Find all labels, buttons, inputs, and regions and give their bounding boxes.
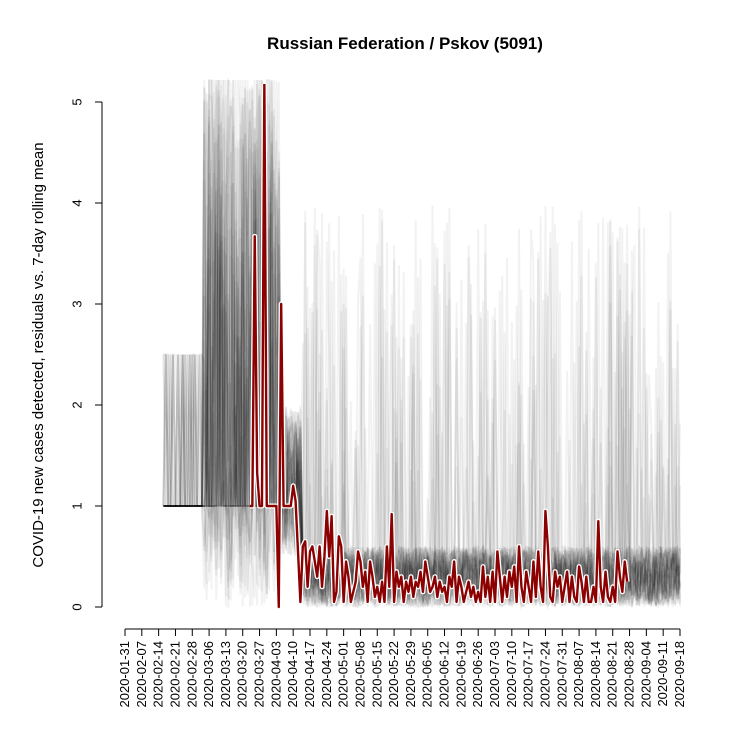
x-tick-label: 2020-04-17 [302, 641, 317, 708]
x-tick-label: 2020-02-07 [134, 641, 149, 708]
x-tick-label: 2020-08-07 [571, 641, 586, 708]
x-tick-label: 2020-02-21 [167, 641, 182, 708]
chart-title: Russian Federation / Pskov (5091) [267, 34, 543, 53]
x-tick-label: 2020-07-17 [521, 641, 536, 708]
background-series-line [163, 90, 681, 610]
y-axis-label: COVID-19 new cases detected, residuals v… [30, 142, 47, 567]
x-tick-label: 2020-06-19 [453, 641, 468, 708]
x-tick-label: 2020-05-01 [336, 641, 351, 708]
x-tick-label: 2020-07-03 [487, 641, 502, 708]
x-tick-label: 2020-04-10 [285, 641, 300, 708]
background-series-line [162, 79, 681, 609]
x-tick-label: 2020-04-03 [268, 641, 283, 708]
background-series-line [163, 79, 681, 611]
background-series-line [163, 122, 681, 608]
x-tick-label: 2020-05-29 [403, 641, 418, 708]
background-series-line [162, 79, 681, 610]
y-tick-label: 3 [69, 300, 84, 307]
x-tick-label: 2020-09-04 [638, 641, 653, 708]
x-tick-label: 2020-09-18 [672, 641, 687, 708]
y-tick-label: 4 [69, 199, 84, 206]
y-axis: 0 1 2 3 4 5 [69, 98, 103, 611]
y-tick-label: 1 [69, 502, 84, 509]
x-tick-label: 2020-08-21 [605, 641, 620, 708]
background-series-line [163, 79, 681, 610]
x-tick-label: 2020-03-13 [218, 641, 233, 708]
background-ensemble [162, 76, 681, 611]
x-tick-label: 2020-06-05 [420, 641, 435, 708]
background-series-line [163, 79, 681, 609]
x-tick-label: 2020-06-12 [437, 641, 452, 708]
x-axis: 2020-01-31 2020-02-07 2020-02-14 2020-02-21… [117, 628, 687, 708]
x-tick-label: 2020-05-15 [369, 641, 384, 708]
x-tick-label: 2020-07-31 [554, 641, 569, 708]
x-tick-label: 2020-04-24 [319, 641, 334, 708]
x-tick-label: 2020-07-10 [504, 641, 519, 708]
y-tick-label: 5 [69, 98, 84, 105]
x-tick-label: 2020-02-14 [151, 641, 166, 708]
x-tick-label: 2020-01-31 [117, 641, 132, 708]
x-tick-label: 2020-08-28 [622, 641, 637, 708]
x-tick-label: 2020-08-14 [588, 641, 603, 708]
y-tick-label: 0 [69, 603, 84, 610]
x-tick-label: 2020-03-27 [252, 641, 267, 708]
x-tick-label: 2020-02-28 [184, 641, 199, 708]
background-series-line [163, 79, 681, 609]
x-tick-label: 2020-03-20 [235, 641, 250, 708]
background-series-line [163, 79, 681, 609]
x-tick-label: 2020-05-08 [352, 641, 367, 708]
x-tick-label: 2020-07-24 [537, 641, 552, 708]
x-tick-label: 2020-09-11 [655, 641, 670, 707]
series-line [249, 84, 629, 609]
y-tick-label: 2 [69, 401, 84, 408]
x-tick-label: 2020-03-06 [201, 641, 216, 708]
x-tick-label: 2020-06-26 [470, 641, 485, 708]
background-series-line [163, 121, 681, 608]
x-tick-label: 2020-05-22 [386, 641, 401, 708]
series-layer [249, 84, 630, 610]
